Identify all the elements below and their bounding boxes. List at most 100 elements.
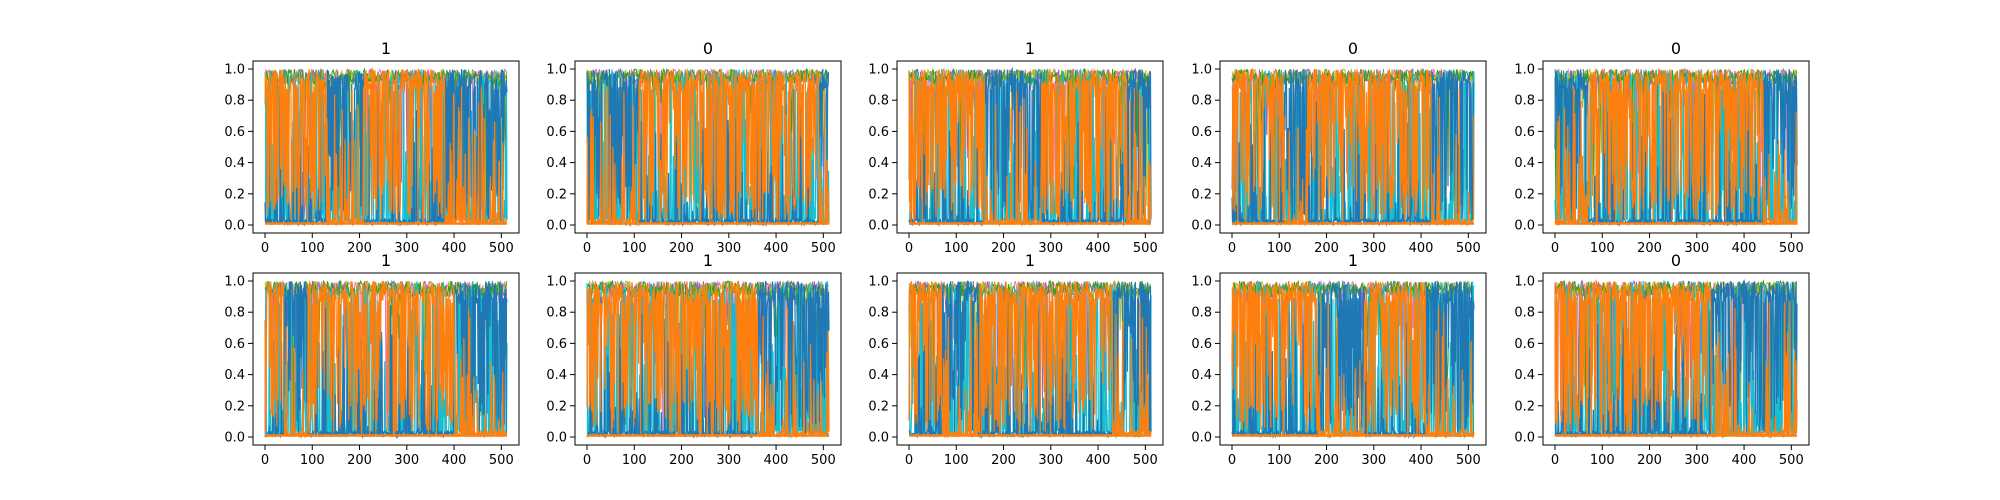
x-tick-label: 400 — [442, 453, 467, 468]
y-tick-label: 0.8 — [1514, 94, 1535, 109]
x-tick-label: 0 — [583, 453, 591, 468]
x-tick-label: 300 — [1684, 241, 1709, 256]
subplot-1: 1 0.0 0.2 0.4 0.6 0.8 1.0 0 100 200 300 400 500 — [224, 39, 520, 256]
y-tick-label: 0.2 — [868, 187, 889, 202]
y-tick-label: 0.0 — [546, 431, 567, 446]
x-tick-label: 400 — [1732, 241, 1757, 256]
x-tick-label: 0 — [1551, 453, 1559, 468]
y-tick-label: 0.8 — [546, 94, 567, 109]
y-tick-label: 0.8 — [224, 306, 245, 321]
y-tick-label: 0.2 — [224, 187, 245, 202]
x-tick-label: 400 — [442, 241, 467, 256]
axes-frame — [896, 60, 1164, 234]
y-tick-label: 1.0 — [224, 275, 245, 290]
y-tick-label: 0.6 — [546, 125, 567, 140]
subplot-title: 0 — [1348, 39, 1358, 58]
y-tick-label: 0.4 — [546, 156, 567, 171]
x-tick-label: 300 — [1361, 453, 1386, 468]
y-tick-label: 0.6 — [224, 337, 245, 352]
y-tick-label: 0.4 — [224, 368, 245, 383]
x-tick-label: 200 — [347, 453, 372, 468]
x-tick-label: 100 — [1267, 241, 1292, 256]
x-tick-label: 100 — [622, 453, 647, 468]
y-tick-label: 0.4 — [868, 156, 889, 171]
x-tick-label: 0 — [905, 453, 913, 468]
x-tick-label: 400 — [764, 241, 789, 256]
y-tick-label: 0.0 — [868, 219, 889, 234]
y-tick-label: 1.0 — [546, 275, 567, 290]
x-tick-label: 400 — [1409, 241, 1434, 256]
x-tick-label: 100 — [300, 453, 325, 468]
series-area — [264, 67, 508, 227]
y-tick-label: 0.6 — [1514, 337, 1535, 352]
x-tick-label: 300 — [1038, 453, 1063, 468]
x-tick-label: 200 — [1637, 453, 1662, 468]
y-tick-label: 0.0 — [1191, 431, 1212, 446]
series-area — [1231, 279, 1475, 440]
x-tick-label: 200 — [1314, 241, 1339, 256]
y-tick-label: 0.6 — [1514, 125, 1535, 140]
blue-series-line — [1231, 69, 1475, 227]
x-tick-label: 500 — [811, 453, 836, 468]
series-area — [1231, 67, 1475, 227]
x-tick-label: 300 — [716, 453, 741, 468]
x-tick-label: 0 — [1228, 241, 1236, 256]
orange-series-line — [264, 67, 508, 227]
x-tick-label: 200 — [1637, 241, 1662, 256]
y-tick-label: 0.6 — [1191, 337, 1212, 352]
x-tick-label: 100 — [1590, 453, 1615, 468]
y-tick-label: 1.0 — [1191, 63, 1212, 78]
x-tick-label: 500 — [1133, 453, 1158, 468]
y-tick-label: 0.6 — [546, 337, 567, 352]
y-tick-label: 0.8 — [868, 94, 889, 109]
subplot-title: 1 — [703, 251, 713, 270]
y-tick-label: 1.0 — [1514, 275, 1535, 290]
subplot-3: 1 0.0 0.2 0.4 0.6 0.8 1.0 0 100 200 300 400 500 — [868, 39, 1164, 256]
x-tick-label: 200 — [1314, 453, 1339, 468]
x-tick-label: 400 — [1732, 453, 1757, 468]
y-tick-label: 0.2 — [546, 399, 567, 414]
series-area — [586, 67, 830, 228]
series-area — [1554, 278, 1798, 440]
x-tick-label: 0 — [261, 453, 269, 468]
x-tick-label: 100 — [300, 241, 325, 256]
subplot-title: 1 — [381, 39, 391, 58]
y-tick-label: 0.0 — [1191, 219, 1212, 234]
axes-frame — [574, 272, 842, 446]
y-tick-label: 0.8 — [546, 306, 567, 321]
x-tick-label: 0 — [1551, 241, 1559, 256]
y-tick-label: 1.0 — [546, 63, 567, 78]
orange-series-line — [1231, 280, 1475, 439]
series-area — [264, 279, 508, 440]
x-tick-label: 500 — [1779, 453, 1804, 468]
y-tick-label: 0.2 — [1514, 187, 1535, 202]
axes-frame — [1542, 272, 1810, 446]
x-tick-label: 100 — [1590, 241, 1615, 256]
axes-frame — [574, 60, 842, 234]
y-tick-label: 0.4 — [1191, 368, 1212, 383]
x-tick-label: 400 — [1086, 241, 1111, 256]
x-tick-label: 500 — [1456, 453, 1481, 468]
axes-frame — [1219, 272, 1487, 446]
x-tick-label: 500 — [1779, 241, 1804, 256]
x-tick-label: 500 — [1456, 241, 1481, 256]
y-tick-label: 0.0 — [224, 431, 245, 446]
x-tick-label: 0 — [1228, 453, 1236, 468]
y-tick-label: 0.8 — [224, 94, 245, 109]
subplot-7: 1 0.0 0.2 0.4 0.6 0.8 1.0 0 100 200 300 400 500 — [546, 251, 842, 468]
x-tick-label: 200 — [669, 453, 694, 468]
y-tick-label: 1.0 — [868, 275, 889, 290]
orange-series-line — [908, 280, 1152, 438]
y-tick-label: 0.4 — [1514, 368, 1535, 383]
subplot-9: 1 0.0 0.2 0.4 0.6 0.8 1.0 0 100 200 300 400 500 — [1191, 251, 1487, 468]
subplot-2: 0 0.0 0.2 0.4 0.6 0.8 1.0 0 100 200 300 400 500 — [546, 39, 842, 256]
subplot-title: 1 — [1025, 251, 1035, 270]
x-tick-label: 300 — [394, 453, 419, 468]
x-tick-label: 200 — [669, 241, 694, 256]
subplot-title: 1 — [381, 251, 391, 270]
y-tick-label: 0.4 — [868, 368, 889, 383]
y-tick-label: 1.0 — [1191, 275, 1212, 290]
y-tick-label: 0.0 — [868, 431, 889, 446]
blue-series-line — [1231, 280, 1475, 440]
